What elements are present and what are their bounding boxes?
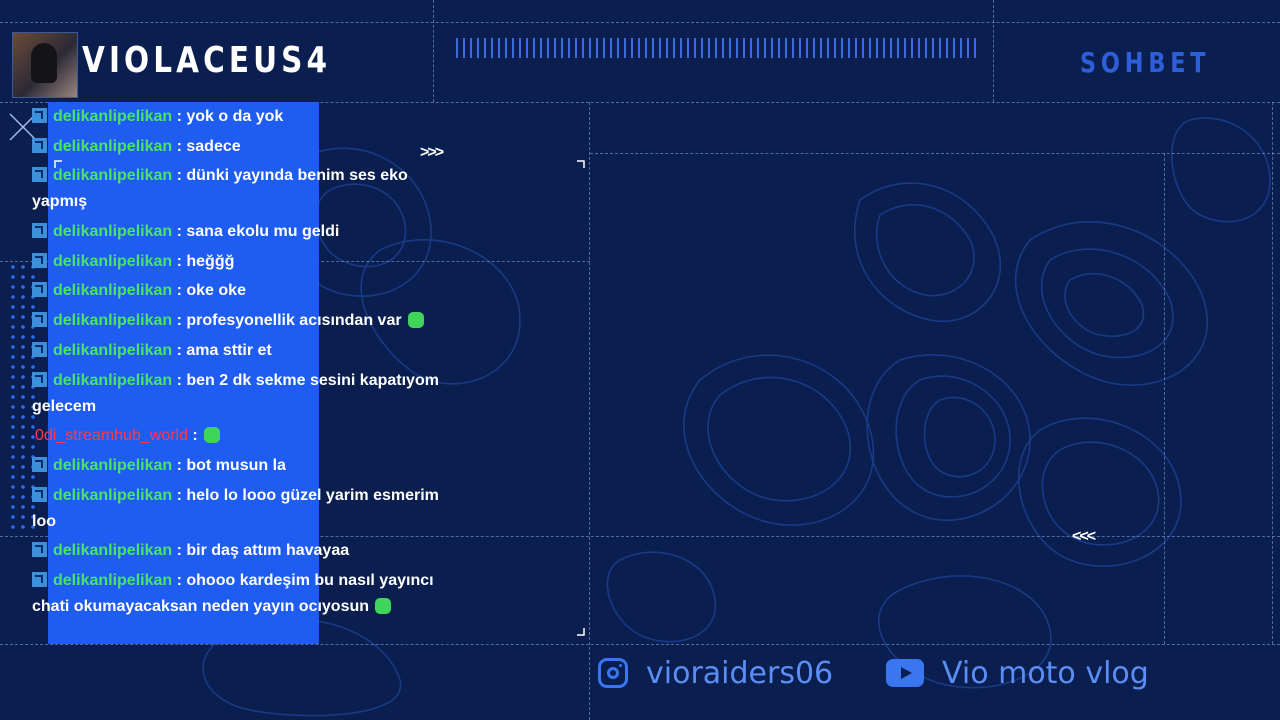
youtube-link[interactable]: Vio moto vlog: [886, 650, 1149, 696]
channel-name: VIOLACEUS4: [82, 40, 332, 81]
chevron-right-icon: >>>: [420, 144, 444, 161]
chat-message: 0di_streamhub_world :: [32, 423, 442, 449]
moderator-badge-icon: [32, 108, 47, 123]
frame-divider-3: [589, 102, 590, 720]
frame-divider-2: [993, 0, 994, 102]
chat-text: : ohooo kardeşim bu nasıl yayıncı chati …: [32, 571, 434, 615]
chat-text: : heğğğ: [172, 252, 235, 270]
frame-divider-4: [1164, 153, 1165, 644]
chat-message: delikanlipelikan : oke oke: [32, 278, 442, 304]
moderator-badge-icon: [32, 312, 47, 328]
avatar-figure: [31, 43, 57, 83]
frame-line-low: [0, 536, 1280, 537]
chat-username[interactable]: delikanlipelikan: [53, 341, 173, 359]
chat-text: : dünki yayında benim ses eko yapmış: [32, 167, 408, 211]
chat-username[interactable]: delikanlipelikan: [53, 312, 173, 330]
chat-message: delikanlipelikan : helo lo looo güzel ya…: [32, 483, 442, 535]
frame-line-header: [0, 102, 1280, 103]
emote-icon: [375, 597, 392, 614]
chat-message: delikanlipelikan : sana ekolu mu geldi: [32, 219, 442, 245]
chat-text: : helo lo looo güzel yarim esmerim loo: [32, 486, 439, 530]
chat-text: : bot musun la: [172, 456, 286, 474]
chat-message: delikanlipelikan : bir daş attım havayaa: [32, 538, 442, 564]
corner-bracket-icon: [577, 160, 585, 168]
chat-username[interactable]: delikanlipelikan: [53, 371, 173, 389]
chat-message: delikanlipelikan : ama sttir et: [32, 338, 442, 364]
emote-icon: [407, 312, 424, 329]
avatar: [12, 32, 78, 98]
corner-bracket-icon: [54, 160, 62, 168]
moderator-badge-icon: [32, 252, 47, 268]
chat-username[interactable]: delikanlipelikan: [53, 486, 173, 504]
frame-divider-5: [1272, 102, 1273, 644]
chat-message: delikanlipelikan : heğğğ: [32, 249, 442, 275]
corner-bracket-icon: [577, 628, 585, 636]
chat-text: : ama sttir et: [172, 341, 272, 359]
emote-icon: [203, 427, 220, 444]
moderator-badge-icon: [32, 167, 47, 183]
chat-username[interactable]: delikanlipelikan: [53, 167, 173, 185]
close-icon: [9, 113, 37, 141]
chat-username[interactable]: 0di_streamhub_world: [35, 427, 188, 445]
chat-text: :: [187, 427, 198, 445]
chat-username[interactable]: delikanlipelikan: [53, 137, 173, 155]
moderator-badge-icon: [32, 542, 47, 558]
chat-message: delikanlipelikan : ben 2 dk sekme sesini…: [32, 368, 442, 420]
frame-line-top: [0, 22, 1280, 23]
moderator-badge-icon: [32, 282, 47, 298]
chat-text: : sadece: [172, 137, 241, 155]
chat-message-list: delikanlipelikan : yok o da yok delikanli…: [32, 104, 442, 624]
chat-text: : profesyonellik acısından var: [172, 312, 402, 330]
chat-message: delikanlipelikan : profesyonellik acısın…: [32, 308, 442, 334]
moderator-badge-icon: [32, 456, 47, 472]
chat-message: delikanlipelikan : dünki yayında benim s…: [32, 163, 442, 215]
chat-username[interactable]: delikanlipelikan: [53, 282, 173, 300]
chat-username[interactable]: delikanlipelikan: [53, 542, 173, 560]
chat-text: : yok o da yok: [172, 108, 284, 125]
chat-username[interactable]: delikanlipelikan: [53, 223, 173, 241]
youtube-channel: Vio moto vlog: [942, 655, 1149, 691]
chat-panel-title: SOHBET: [1080, 46, 1211, 79]
chat-username[interactable]: delikanlipelikan: [53, 456, 173, 474]
frame-line-mid: [590, 153, 1280, 154]
youtube-icon: [886, 659, 924, 687]
moderator-badge-icon: [32, 486, 47, 502]
moderator-badge-icon: [32, 571, 47, 587]
barcode-decoration: [456, 38, 976, 58]
instagram-handle: vioraiders06: [646, 655, 834, 691]
chat-text: : oke oke: [172, 282, 246, 300]
chat-accent-panel: [48, 102, 319, 644]
chat-username[interactable]: delikanlipelikan: [53, 108, 173, 125]
chat-username[interactable]: delikanlipelikan: [53, 252, 173, 270]
instagram-icon: [598, 658, 628, 688]
chat-text: : ben 2 dk sekme sesini kapatıyom gelece…: [32, 371, 439, 415]
frame-divider-1: [433, 0, 434, 102]
moderator-badge-icon: [32, 371, 47, 387]
chat-username[interactable]: delikanlipelikan: [53, 571, 173, 589]
frame-line-bottom: [0, 644, 1280, 645]
chat-message: delikanlipelikan : yok o da yok: [32, 104, 442, 130]
chat-message: delikanlipelikan : bot musun la: [32, 453, 442, 479]
chat-text: : bir daş attım havayaa: [172, 542, 350, 560]
chat-text: : sana ekolu mu geldi: [172, 223, 340, 241]
instagram-link[interactable]: vioraiders06: [598, 650, 833, 696]
chat-message: delikanlipelikan : ohooo kardeşim bu nas…: [32, 568, 442, 620]
chevron-left-icon: <<<: [1072, 528, 1096, 545]
moderator-badge-icon: [32, 223, 47, 239]
moderator-badge-icon: [32, 137, 47, 153]
header-bar: VIOLACEUS4 SOHBET: [0, 0, 1280, 102]
chat-message: delikanlipelikan : sadece: [32, 134, 442, 160]
moderator-badge-icon: [32, 341, 47, 357]
